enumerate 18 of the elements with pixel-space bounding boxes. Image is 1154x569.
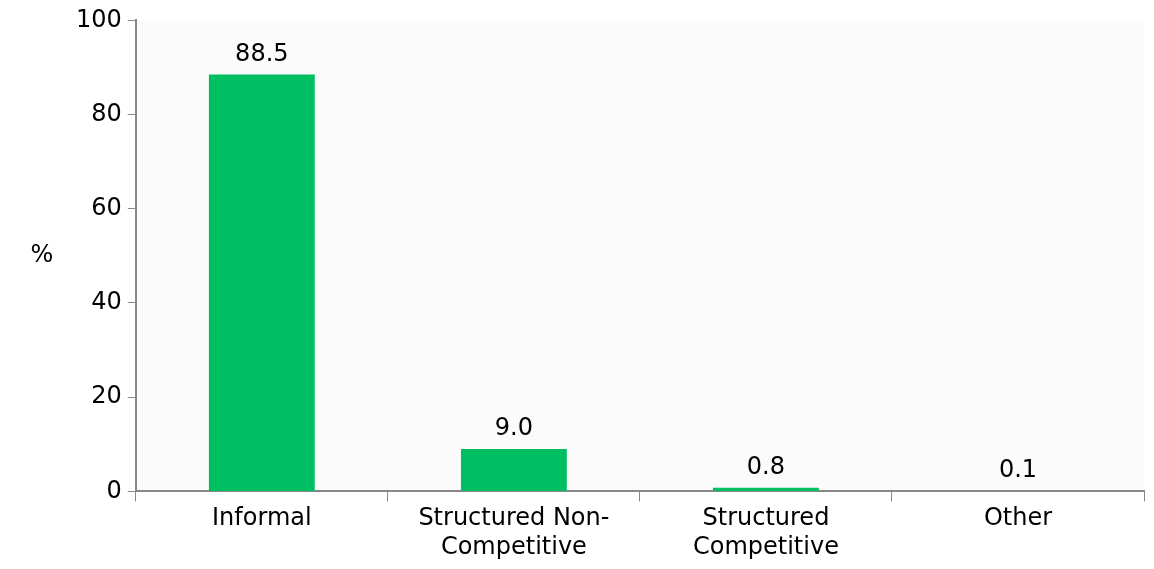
- x-tick-label: Other: [983, 503, 1053, 532]
- x-tick-label: Structured Competitive: [692, 503, 839, 560]
- bar: [208, 74, 315, 491]
- y-tick-label: 100: [76, 4, 122, 33]
- data-label: 0.1: [998, 455, 1038, 484]
- data-label: 9.0: [494, 413, 533, 442]
- y-tick-label: 60: [91, 193, 122, 222]
- x-tick-label: Structured Non-Competitive: [418, 503, 610, 560]
- data-label: 88.5: [235, 38, 289, 67]
- bar: [713, 487, 819, 491]
- y-tick-label: 20: [91, 381, 122, 410]
- y-axis-title: %: [30, 240, 54, 269]
- data-label: 0.8: [746, 451, 786, 480]
- y-tick-label: 0: [106, 475, 122, 504]
- bar: [460, 449, 567, 491]
- y-tick-label: 40: [91, 287, 122, 316]
- x-tick-label: Informal: [212, 503, 312, 532]
- y-tick-label: 80: [91, 98, 122, 127]
